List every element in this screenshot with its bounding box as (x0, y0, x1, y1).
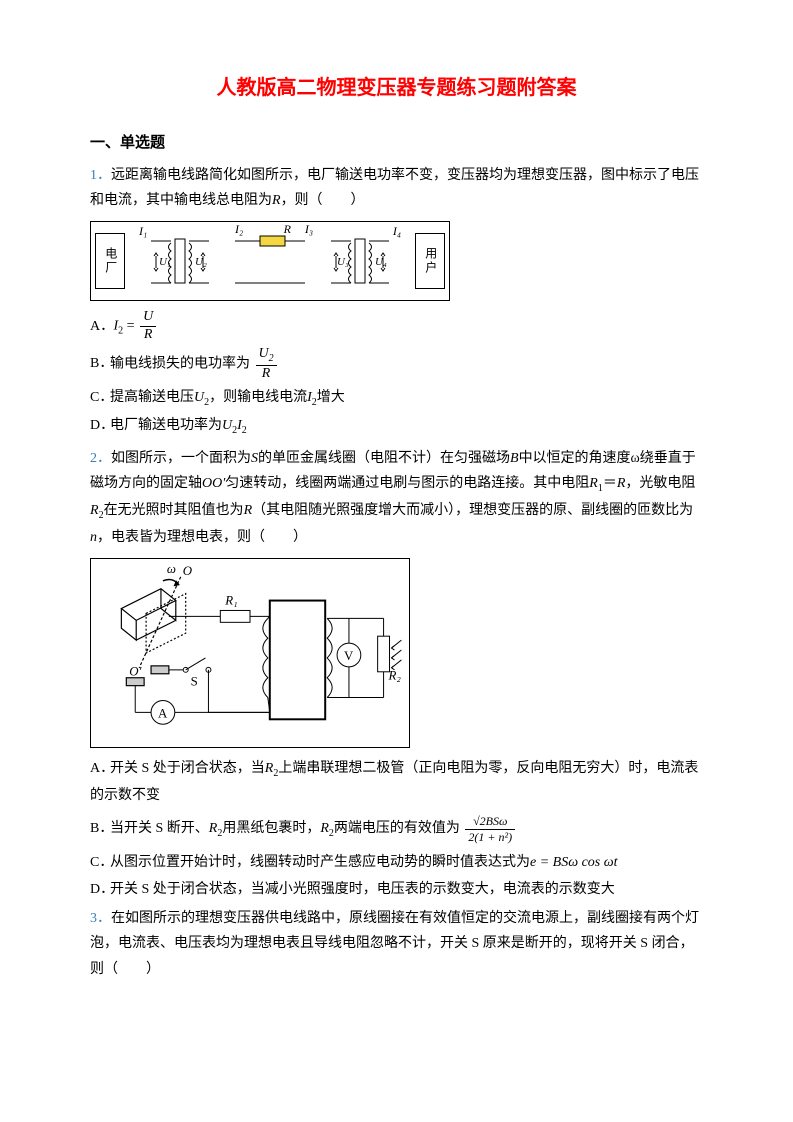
fig1-user: 用户 (415, 233, 445, 289)
fig1-I2-label: I₂ (235, 219, 243, 241)
q2-eq: ＝ (603, 476, 617, 491)
q2-n: n (90, 530, 97, 545)
q1-C-t2: ，则输电线电流 (209, 390, 307, 405)
q1-option-C: C．提高输送电压U2，则输电线电流I2增大 (90, 385, 703, 412)
q1-text: 远距离输电线路简化如图所示，电厂输送电功率不变，变压器均为理想变压器，图中标示了… (90, 168, 699, 208)
q1-B-den: R (256, 366, 277, 383)
q2-t1: 如图所示，一个面积为 (111, 451, 251, 466)
svg-text:A: A (158, 706, 168, 720)
q2-option-D: D．开关 S 处于闭合状态，当减小光照强度时，电压表的示数变大，电流表的示数变大 (90, 877, 703, 902)
q1-text-end: ，则（ ） (281, 193, 365, 208)
svg-text:V: V (344, 649, 354, 663)
q2-S: S (251, 451, 258, 466)
svg-text:U₃: U₃ (337, 256, 349, 268)
q1-D-U: U (222, 418, 232, 433)
fig1-transformer-2: I₄ U₃ U₄ (331, 233, 389, 289)
q2-B-frac: √2BSω2(1 + n²) (465, 814, 515, 844)
q2-A-t1: 开关 S 处于闭合状态，当 (110, 761, 265, 776)
q2-B: B (510, 451, 519, 466)
q1-D-text: 电厂输送电功率为 (110, 418, 222, 433)
q2-B-t2: 用黑纸包裹时， (222, 821, 320, 836)
q2-option-C: C．从图示位置开始计时，线圈转动时产生感应电动势的瞬时值表达式为e = BSω … (90, 850, 703, 875)
figure-1-transmission-circuit: 电厂 I₁ U₁ U₂ I₂ R I₃ I₄ (90, 221, 450, 301)
q1-number: 1． (90, 168, 111, 183)
q2-B-label: B． (90, 816, 110, 841)
q2-option-B: B．当开关 S 断开、R2用黑纸包裹时，R2两端电压的有效值为 √2BSω2(1… (90, 814, 703, 844)
svg-text:O′: O′ (129, 665, 141, 679)
q2-C-label: C． (90, 850, 110, 875)
q2-B-den: 2(1 + n²) (465, 830, 515, 844)
svg-text:ω: ω (167, 562, 176, 576)
q2-option-A: A．开关 S 处于闭合状态，当R2上端串联理想二极管（正向电阻为零，反向电阻无穷… (90, 756, 703, 808)
q2-D-label: D． (90, 877, 110, 902)
q1-A-num: U (140, 309, 156, 327)
fig1-power-plant: 电厂 (95, 233, 125, 289)
q2-t6: 在无光照时其阻值也为 (104, 503, 244, 518)
q2-B-t3: 两端电压的有效值为 (334, 821, 460, 836)
q1-B-label: B． (90, 351, 110, 376)
q1-A-eq: = (123, 319, 138, 334)
q3-number: 3． (90, 911, 111, 926)
q1-A-den: R (140, 327, 156, 344)
q2-Rb: R (244, 503, 253, 518)
svg-text:R₁: R₁ (224, 594, 237, 608)
svg-text:U₄: U₄ (375, 256, 387, 268)
fig1-I3-label: I₃ (305, 219, 313, 241)
section-heading: 一、单选题 (90, 130, 703, 157)
svg-text:R₂: R₂ (388, 669, 402, 683)
q1-B-frac: U2R (256, 346, 277, 383)
q2-t8: ，电表皆为理想电表，则（ ） (97, 530, 307, 545)
q1-C-t3: 增大 (317, 390, 345, 405)
q1-B-num: U2 (256, 346, 277, 366)
q1-option-A: A． I2 = UR (90, 309, 703, 344)
q2-B-R2b: R (320, 821, 329, 836)
question-3: 3．在如图所示的理想变压器供电线路中，原线圈接在有效值恒定的交流电源上，副线圈接… (90, 906, 703, 982)
q2-C-t1: 从图示位置开始计时，线圈转动时产生感应电动势的瞬时值表达式为 (110, 855, 530, 870)
q2-R2: R (90, 503, 99, 518)
svg-text:O: O (183, 564, 192, 578)
q1-option-D: D．电厂输送电功率为U2I2 (90, 413, 703, 440)
q2-A-label: A． (90, 756, 110, 781)
fig1-I1-label: I₁ (139, 221, 147, 243)
q1-R: R (272, 193, 281, 208)
q2-t5: ，光敏电阻 (625, 476, 695, 491)
page-title: 人教版高二物理变压器专题练习题附答案 (90, 70, 703, 106)
q1-C-U2: U (194, 390, 204, 405)
fig1-transformer-1: I₁ U₁ U₂ (151, 233, 209, 289)
fig1-R-label: R (284, 219, 291, 241)
q1-A-frac: UR (140, 309, 156, 344)
svg-text:S: S (191, 675, 198, 689)
q2-C-eq: e = BSω cos ωt (530, 855, 618, 870)
q2-D-t1: 开关 S 处于闭合状态，当减小光照强度时，电压表的示数变大，电流表的示数变大 (110, 882, 615, 897)
q2-B-num: √2BSω (465, 814, 515, 829)
q1-C-t1: 提高输送电压 (110, 390, 194, 405)
q2-OO: OO′ (202, 476, 225, 491)
question-1: 1．远距离输电线路简化如图所示，电厂输送电功率不变，变压器均为理想变压器，图中标… (90, 163, 703, 213)
q1-D-label: D． (90, 413, 110, 438)
fig1-transmission-line: I₂ R I₃ (235, 233, 305, 289)
q1-B-text: 输电线损失的电功率为 (110, 356, 250, 371)
q1-option-B: B．输电线损失的电功率为 U2R (90, 346, 703, 383)
question-2: 2．如图所示，一个面积为S的单匝金属线圈（电阻不计）在匀强磁场B中以恒定的角速度… (90, 446, 703, 550)
q2-t2: 的单匝金属线圈（电阻不计）在匀强磁场 (258, 451, 510, 466)
q2-R1: R (589, 476, 598, 491)
svg-text:U₂: U₂ (195, 256, 207, 268)
q1-D-sI: 2 (242, 425, 247, 436)
q2-t4: 匀速转动，线圈两端通过电刷与图示的电路连接。其中电阻 (225, 476, 589, 491)
svg-text:U₁: U₁ (159, 256, 171, 268)
q1-A-label: A． (90, 314, 110, 339)
q2-number: 2． (90, 451, 111, 466)
q2-t7: （其电阻随光照强度增大而减小），理想变压器的原、副线圈的匝数比为 (252, 503, 693, 518)
q3-text: 在如图所示的理想变压器供电线路中，原线圈接在有效值恒定的交流电源上，副线圈接有两… (90, 911, 699, 976)
figure-2-generator-circuit: O O′ ω R₁ S A (90, 558, 410, 748)
q1-C-label: C． (90, 385, 110, 410)
q2-B-t1: 当开关 S 断开、 (110, 821, 209, 836)
fig1-I4-label: I₄ (393, 221, 401, 243)
